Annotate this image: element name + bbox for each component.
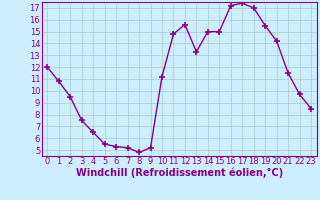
X-axis label: Windchill (Refroidissement éolien,°C): Windchill (Refroidissement éolien,°C) bbox=[76, 168, 283, 178]
